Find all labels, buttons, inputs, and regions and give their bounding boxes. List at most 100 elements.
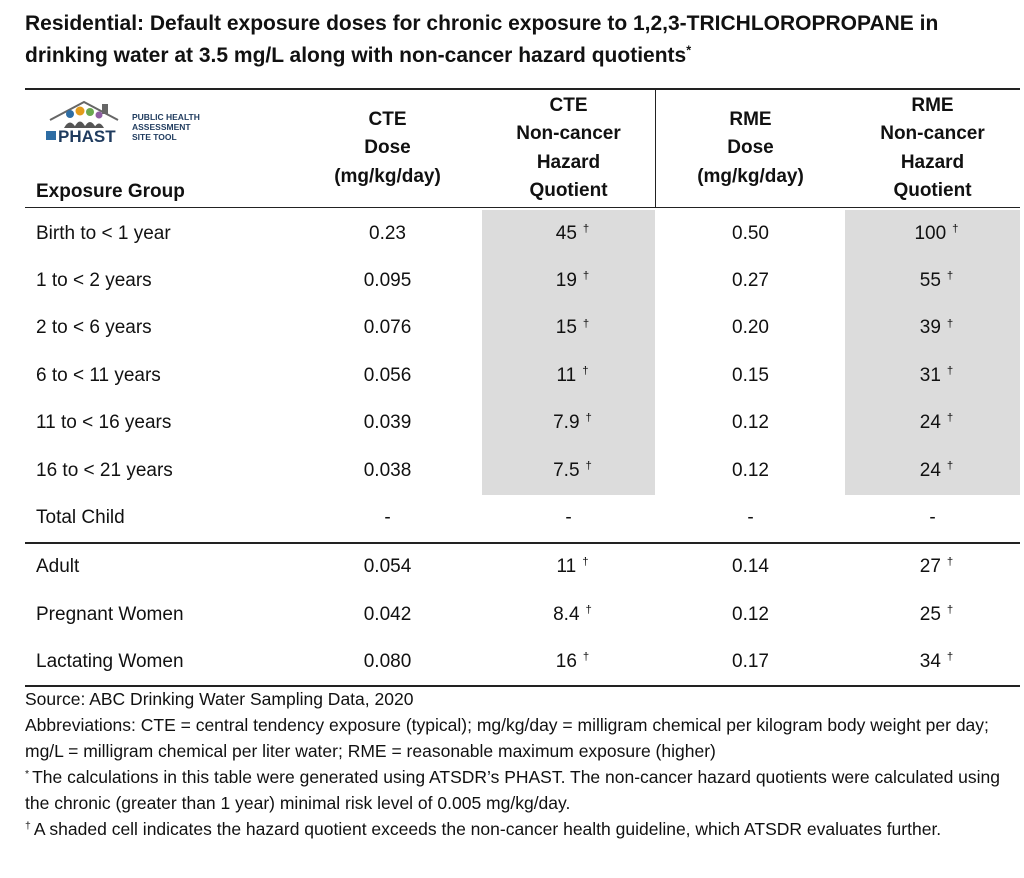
cell: 0.042 [320,591,455,639]
cell: 0.12 [656,400,845,447]
cell-value: 0.042 [363,603,412,625]
header-line: (mg/kg/day) [334,165,441,187]
cell-content: 24 † [920,460,953,482]
cell-value: 7.5 [553,459,580,481]
cell-mark: † [585,603,592,616]
title-mark: * [686,43,692,58]
cell-content: 100 † [914,223,958,245]
cell-content: 31 † [920,365,953,387]
logo-name: PHAST [58,127,116,146]
column-header: Exposure Group [25,90,320,206]
abbreviations: Abbreviations: CTE = central tendency ex… [25,715,989,761]
cell-content: 55 † [920,270,953,292]
cell-value: - [384,507,391,529]
note: * The calculations in this table were gen… [25,764,1000,816]
cell: 0.056 [320,352,455,399]
cell-content: 34 † [920,651,953,673]
header-line: CTE [549,94,588,116]
cell-value: 0.038 [363,459,412,481]
cell-value: 15 [555,317,577,339]
shaded-cell [482,399,655,448]
cell-value: 0.50 [732,222,769,244]
cell-mark: † [952,222,959,235]
cell-value: - [929,507,936,529]
cell: 24 † [845,400,1020,447]
row-label: Adult [36,543,320,591]
cell-value: 24 [919,459,941,481]
header-line: Exposure Group [36,180,185,202]
table-bottom-rule [25,685,1020,687]
cell: 0.23 [320,210,455,257]
cell: 100 † [845,210,1020,257]
cell: 0.12 [656,591,845,639]
shaded-cell [482,210,655,258]
title: Residential: Default exposure doses for … [25,8,990,72]
cell-mark: † [585,459,592,472]
cell-value: Total Child [36,507,125,529]
cell-value: 0.054 [363,555,412,577]
cell-content: 45 † [556,223,589,245]
cell: 24 † [845,447,1020,494]
cell-value: 45 [555,222,577,244]
cell: 0.12 [656,447,845,494]
cell-mark: † [582,556,589,569]
note-text: A shaded cell indicates the hazard quoti… [33,819,942,839]
cell-value: 16 [555,651,577,673]
cell: - [482,494,655,541]
header-line: Hazard [900,151,965,173]
cell: 15 † [482,305,655,352]
cell-value: 2 to < 6 years [36,317,152,339]
cell-content: 7.5 † [553,460,592,482]
cell: 0.50 [656,210,845,257]
cell-value: 25 [919,603,941,625]
cell-value: 0.23 [369,222,406,244]
cell-value: Pregnant Women [36,603,184,625]
cell-value: Lactating Women [36,651,184,673]
cell-value: 27 [919,555,941,577]
cell-value: 7.9 [553,412,580,434]
shaded-cell [482,352,655,401]
footer: Source: ABC Drinking Water Sampling Data… [25,686,1000,842]
shaded-cell [845,210,1020,258]
cell-mark: † [946,365,954,378]
logo-line: PUBLIC HEALTH [132,112,200,122]
row-label: 6 to < 11 years [36,352,320,399]
logo-line: SITE TOOL [132,132,177,142]
logo: PHAST PUBLIC HEALTH ASSESSMENT SITE TOOL [44,98,244,148]
cell: 0.076 [320,305,455,352]
table-top-rule [25,88,1020,90]
cell: 0.15 [656,352,845,399]
cell-content: 39 † [920,317,953,339]
cell-value: - [747,507,754,529]
cell: 39 † [845,305,1020,352]
title-text: Residential: Default exposure doses for … [25,12,939,67]
row-label: 2 to < 6 years [36,305,320,352]
cell-mark: † [582,222,590,235]
row-label: 16 to < 21 years [36,447,320,494]
shaded-cell [845,257,1020,306]
header-line: (mg/kg/day) [697,165,804,187]
cell-value: Birth to < 1 year [36,222,171,244]
cell-value: - [565,507,572,529]
cell-content: 11 † [556,556,588,578]
cell: - [320,494,455,541]
shaded-cell [482,447,655,495]
row-label: 11 to < 16 years [36,400,320,447]
note-mark: † [25,819,31,832]
cell-value: 24 [919,412,941,434]
cell: 0.20 [656,305,845,352]
cell-value: 11 [556,555,577,577]
cell-mark: † [582,365,589,378]
cell-value: 31 [919,364,941,386]
cell: 19 † [482,257,655,304]
row-label: Birth to < 1 year [36,210,320,257]
cell-content: 15 † [556,317,589,339]
cell-value: 1 to < 2 years [36,270,152,292]
note-mark: * [25,767,30,780]
cell-value: 19 [555,270,577,292]
row-label: 1 to < 2 years [36,257,320,304]
row-label: Total Child [36,494,320,541]
logo-icon [46,100,119,140]
cell: 0.080 [320,638,455,686]
cell: 45 † [482,210,655,257]
